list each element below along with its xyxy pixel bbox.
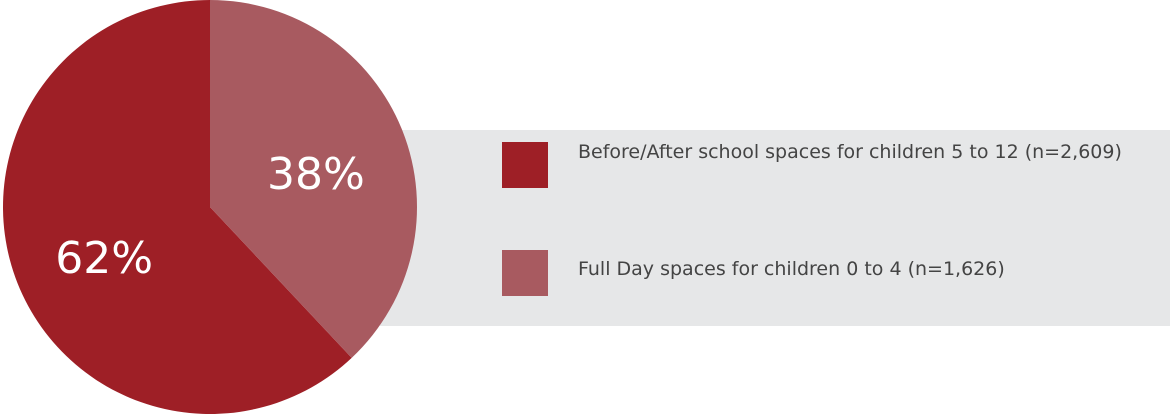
legend-swatch — [502, 250, 548, 296]
pie-slice — [210, 0, 417, 358]
legend-swatch — [502, 142, 548, 188]
slice-label: 38% — [267, 149, 365, 200]
legend-label: Full Day spaces for children 0 to 4 (n=1… — [578, 258, 1005, 280]
pie-slice — [3, 0, 352, 414]
legend-label: Before/After school spaces for children … — [578, 141, 1122, 163]
slice-label: 62% — [55, 233, 153, 284]
